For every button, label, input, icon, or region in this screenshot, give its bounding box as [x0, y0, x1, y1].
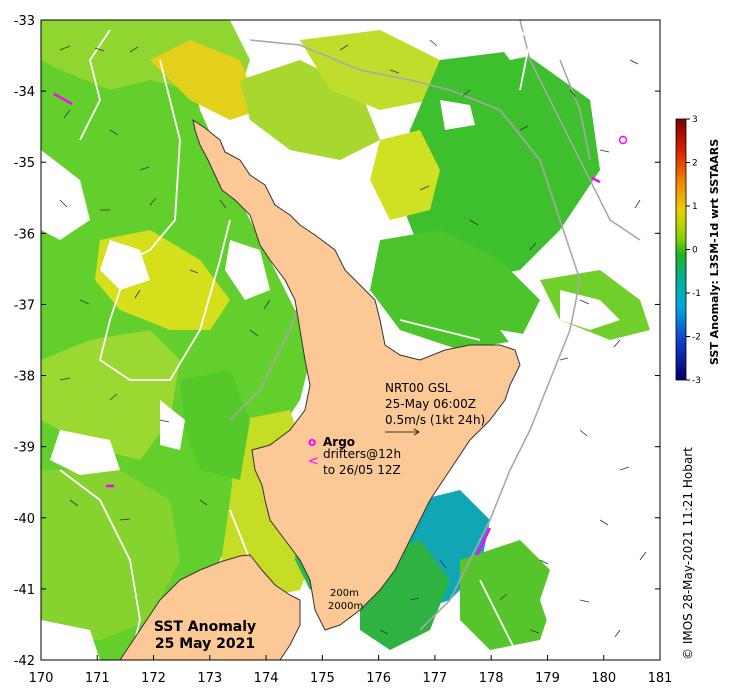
new-zealand-land	[119, 118, 521, 660]
map-title-line2: 25 May 2021	[155, 636, 255, 652]
contour-legend-2000m: 2000m	[328, 601, 363, 612]
y-tick-label: -37	[14, 298, 35, 313]
argo-legend-label: Argo	[323, 435, 355, 449]
colorbar-tick-label: 2	[692, 159, 698, 169]
x-tick-label: 181	[648, 671, 673, 686]
y-tick-label: -40	[14, 512, 35, 527]
y-tick-label: -39	[14, 441, 35, 456]
y-tick-label: -36	[14, 227, 35, 242]
x-tick-label: 176	[366, 671, 391, 686]
argo-legend-marker: o	[308, 435, 316, 449]
y-tick-label: -41	[14, 583, 35, 598]
colorbar-tick-label: -1	[692, 289, 701, 299]
argo-legend: o Argo < drifters@12h to 26/05 12Z	[308, 435, 401, 477]
x-tick-label: 179	[535, 671, 560, 686]
colorbar-tick-label: 1	[692, 202, 698, 212]
bathymetry-200m	[229, 20, 641, 631]
y-tick-label: -34	[14, 85, 35, 100]
x-tick-label: 171	[85, 671, 110, 686]
x-tick-label: 180	[591, 671, 616, 686]
y-tick-label: -33	[14, 14, 35, 29]
y-tick-label: -38	[14, 370, 35, 385]
colorbar-tick-label: -2	[692, 333, 701, 343]
map-title-line1: SST Anomaly	[154, 619, 256, 635]
drifter-tracks	[53, 92, 601, 556]
x-tick-label: 172	[141, 671, 166, 686]
colorbar-tick-label: 3	[692, 115, 698, 125]
no-data-gaps	[41, 20, 660, 660]
colorbar: 3 2 1 0 -1 -2 -3 SST Anomaly: L3SM-1d wrt SSTA…	[675, 115, 721, 386]
current-legend-line2: 25-May 06:00Z	[385, 397, 476, 411]
bathymetry-2000m	[59, 20, 651, 660]
contour-legend-200m: 200m	[330, 588, 359, 599]
x-tick-label: 174	[254, 671, 279, 686]
drifter-legend-line1: drifters@12h	[323, 447, 401, 461]
map-title: SST Anomaly 25 May 2021	[154, 619, 256, 652]
y-axis: -33 -34 -35 -36 -37 -38 -39 -40 -41 -42	[14, 14, 660, 669]
credit-text: © IMOS 28-May-2021 11:21 Hobart	[681, 447, 695, 660]
current-vectors	[59, 39, 647, 638]
colorbar-label: SST Anomaly: L3SM-1d wrt SSTAARS	[708, 139, 721, 365]
current-legend-line3: 0.5m/s (1kt 24h)	[385, 413, 485, 427]
plot-frame	[40, 19, 661, 661]
y-tick-label: -35	[14, 156, 35, 171]
x-tick-label: 177	[422, 671, 447, 686]
drifter-legend-marker: <	[308, 454, 319, 469]
colorbar-tick-label: -3	[692, 376, 701, 386]
x-axis: 170 171 172 173 174 175 176 177 178 179 180 181	[29, 655, 673, 686]
contour-legend: 200m 2000m	[328, 588, 363, 612]
argo-float-marker	[618, 135, 628, 145]
y-tick-label: -42	[14, 654, 35, 669]
current-legend-line1: NRT00 GSL	[385, 381, 452, 395]
x-tick-label: 175	[310, 671, 335, 686]
drifter-legend-line2: to 26/05 12Z	[323, 463, 401, 477]
colorbar-gradient	[675, 118, 687, 381]
x-tick-label: 173	[197, 671, 222, 686]
current-legend: NRT00 GSL 25-May 06:00Z 0.5m/s (1kt 24h)	[385, 381, 485, 436]
x-tick-label: 178	[479, 671, 504, 686]
x-tick-label: 170	[29, 671, 54, 686]
colorbar-tick-label: 0	[692, 246, 698, 256]
